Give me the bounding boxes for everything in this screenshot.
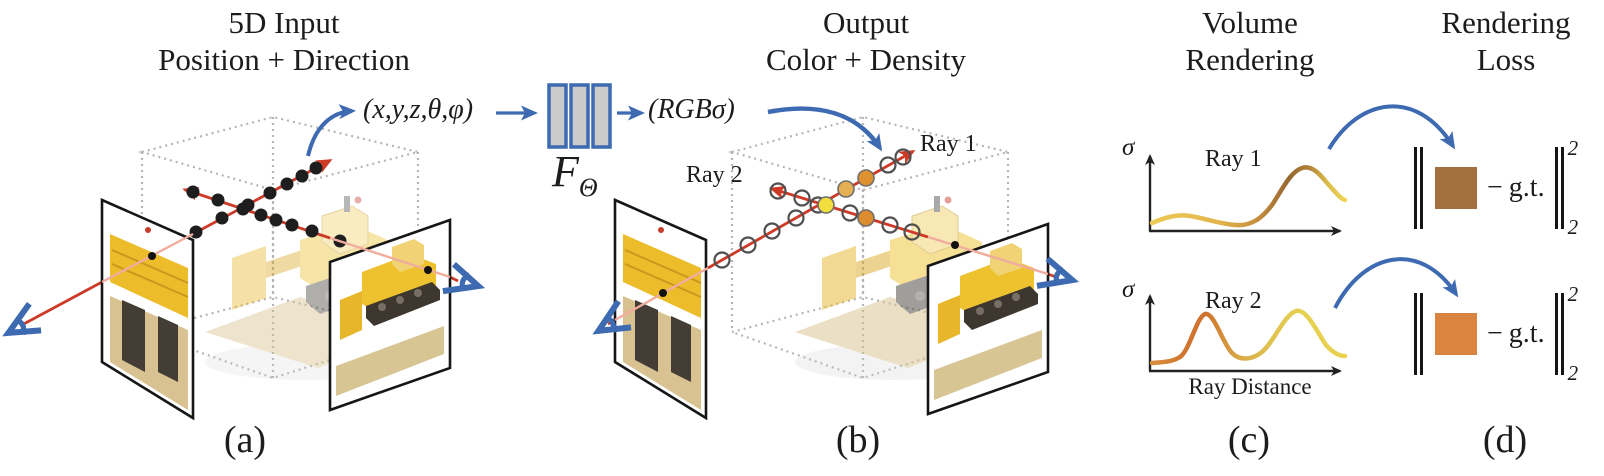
image-plane-b-left — [615, 200, 706, 418]
ray2-label-plot: Ray 2 — [1205, 288, 1262, 314]
panel-d-title-line2: Loss — [1476, 42, 1536, 77]
query-points-ray2b — [769, 182, 921, 241]
ray1-label-plot: Ray 1 — [1205, 146, 1262, 172]
panel-b-title-line1: Output — [822, 5, 910, 40]
rendering-loss-ray2: − g.t. 2 2 — [1414, 284, 1579, 384]
ray1-label-scene: Ray 1 — [920, 131, 977, 157]
minus-sign: − — [1487, 172, 1503, 203]
panel-a-title: 5D Input Position + Direction — [134, 4, 434, 78]
sigma-curve-ray2 — [1149, 308, 1348, 366]
rendering-loss-ray1: − g.t. 2 2 — [1414, 138, 1579, 238]
panel-d-title: Rendering Loss — [1406, 4, 1604, 78]
arrow-render-to-loss2 — [1333, 257, 1459, 309]
rendered-color-swatch-ray1 — [1435, 167, 1477, 209]
norm-double-bar-right — [1554, 147, 1564, 229]
ray-distance-axis-label: Ray Distance — [1188, 374, 1312, 399]
sample-points-ray2a — [186, 185, 347, 248]
ray2-label-scene: Ray 2 — [686, 162, 743, 188]
network-F: F — [552, 147, 579, 196]
mlp-network — [547, 83, 612, 149]
mlp-layer-1 — [547, 83, 568, 149]
pixel-dot-b-left — [659, 289, 667, 297]
pixel-dot-a-left — [148, 252, 156, 260]
panel-label-c: (c) — [1227, 419, 1271, 461]
ray-through-image-2b — [927, 235, 1049, 276]
point-orange-upper — [857, 169, 875, 187]
pixel-dot-a-right — [424, 266, 432, 274]
norm-superscript: 2 — [1567, 282, 1579, 306]
panel-label-d: (d) — [1482, 419, 1528, 461]
panel-b-title: Output Color + Density — [716, 4, 1016, 78]
norm-exponents: 2 2 — [1568, 284, 1579, 384]
panel-d-title-line1: Rendering — [1441, 5, 1571, 40]
colored-sample-points-b — [817, 169, 875, 227]
panel-label-a: (a) — [223, 419, 267, 461]
arrow-render-to-loss1 — [1327, 104, 1456, 151]
panel-label-b: (b) — [835, 419, 881, 461]
norm-double-bar-left — [1414, 147, 1423, 229]
pixel-dot-b-right — [951, 241, 959, 249]
point-yellow — [817, 196, 835, 214]
sigma-axis-label-plot2: σ — [1122, 276, 1135, 303]
network-theta-subscript: Θ — [578, 172, 598, 202]
norm-subscript: 2 — [1567, 361, 1579, 385]
arrow-output-to-ray — [767, 106, 883, 152]
panel-a-title-line1: 5D Input — [228, 5, 340, 40]
sigma-axis-label-plot1: σ — [1122, 134, 1135, 161]
norm-exponents: 2 2 — [1568, 138, 1579, 238]
panel-c-title: Volume Rendering — [1100, 4, 1400, 78]
sigma-curve-ray1 — [1149, 165, 1348, 228]
norm-double-bar-left — [1414, 293, 1423, 375]
ground-truth-label: g.t. — [1508, 172, 1545, 203]
panel-a-scene — [1, 115, 482, 418]
arrow-scene-to-input — [306, 104, 356, 157]
density-plot-ray2 — [1145, 294, 1348, 376]
image-plane-a-left — [102, 200, 193, 418]
ground-truth-label: g.t. — [1508, 318, 1545, 349]
minus-sign: − — [1487, 318, 1503, 349]
camera-eye-icon-a-left — [1, 304, 43, 345]
mlp-layer-2 — [569, 83, 590, 149]
input-coordinates-label: (x,y,z,θ,φ) — [363, 94, 474, 125]
norm-subscript: 2 — [1567, 215, 1579, 239]
network-function-label: FΘ — [552, 150, 598, 210]
ray-through-image-1a — [101, 232, 194, 284]
panel-c-title-line2: Rendering — [1185, 42, 1315, 77]
sample-points-ray1a — [189, 161, 323, 239]
norm-double-bar-right — [1554, 293, 1564, 375]
output-rgbsigma-label: (RGBσ) — [648, 94, 735, 125]
panel-a-title-line2: Position + Direction — [158, 42, 410, 77]
point-orange-lower — [857, 209, 875, 227]
panel-c-title-line1: Volume — [1202, 5, 1298, 40]
panel-b-title-line2: Color + Density — [765, 42, 967, 77]
rendered-color-swatch-ray2 — [1435, 313, 1477, 355]
density-plot-ray1 — [1145, 154, 1348, 236]
mlp-layer-3 — [591, 83, 612, 149]
panel-b-scene — [591, 115, 1077, 418]
point-tan — [837, 180, 855, 198]
norm-superscript: 2 — [1567, 136, 1579, 160]
query-points-ray1b — [713, 148, 912, 269]
